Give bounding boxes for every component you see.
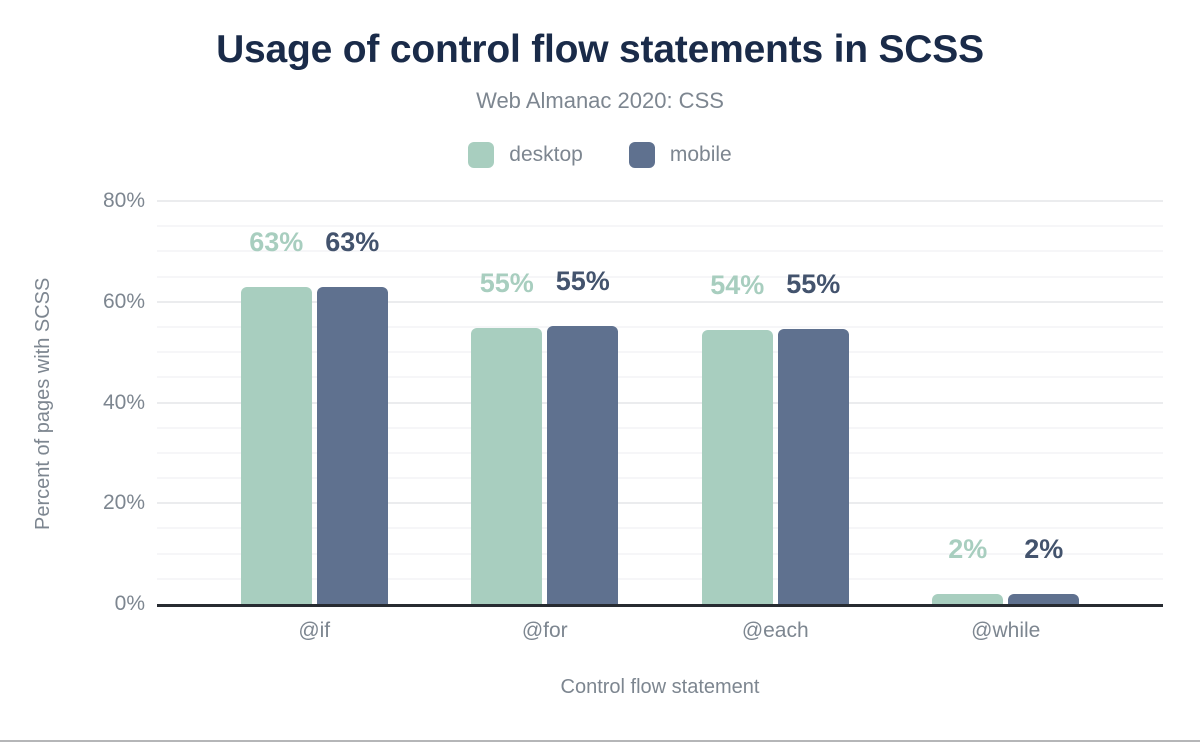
x-tick-label-while: @while — [971, 619, 1041, 642]
bar-column: 63% — [316, 226, 388, 604]
bar-column: 55% — [547, 266, 619, 604]
minor-gridline — [157, 225, 1163, 228]
data-label-desktop: 54% — [710, 269, 765, 300]
data-label-mobile: 63% — [325, 226, 380, 257]
bar-mobile-if[interactable] — [316, 286, 388, 604]
bar-column: 2% — [1008, 533, 1080, 604]
x-tick-label-for: @for — [521, 619, 568, 642]
y-tick-label: 60% — [102, 289, 145, 313]
legend-swatch-desktop — [468, 142, 495, 168]
minor-gridline — [157, 325, 1163, 328]
major-gridline — [157, 300, 1163, 303]
minor-gridline — [157, 527, 1163, 530]
bar-group-for: 55% 55% — [430, 201, 661, 604]
x-tick-label-each: @each — [741, 619, 809, 642]
bar-mobile-each[interactable] — [777, 329, 849, 604]
y-tick-label: 80% — [102, 189, 145, 212]
x-axis-line — [157, 604, 1163, 607]
chart-title: Usage of control flow statements in SCSS — [216, 28, 984, 71]
minor-gridline — [157, 451, 1163, 454]
bar-desktop-for[interactable] — [471, 327, 543, 604]
data-label-mobile: 2% — [1024, 533, 1064, 564]
bar-desktop-while[interactable] — [932, 593, 1004, 604]
legend-item-desktop[interactable]: desktop — [468, 142, 583, 168]
bar-mobile-for[interactable] — [547, 326, 619, 604]
legend-swatch-mobile — [628, 142, 655, 168]
y-tick-label: 40% — [102, 390, 145, 414]
legend-label: mobile — [669, 143, 732, 166]
minor-gridline — [157, 376, 1163, 379]
legend-label: desktop — [509, 143, 583, 166]
bar-column: 55% — [777, 269, 849, 604]
minor-gridline — [157, 577, 1163, 580]
data-label-desktop: 2% — [948, 533, 988, 564]
data-label-mobile: 55% — [555, 266, 610, 297]
chart-subtitle: Web Almanac 2020: CSS — [476, 88, 724, 113]
bars-row: 63% 63% 55% 55% 54% 55% 2% 2% — [157, 201, 1163, 604]
minor-gridline — [157, 552, 1163, 555]
bar-column: 63% — [240, 226, 312, 604]
x-axis-title: Control flow statement — [560, 676, 760, 698]
data-label-mobile: 55% — [786, 269, 841, 300]
plot-area: 63% 63% 55% 55% 54% 55% 2% 2% — [157, 200, 1163, 607]
legend-item-mobile[interactable]: mobile — [628, 142, 732, 168]
minor-gridline — [157, 250, 1163, 253]
x-tick-label-if: @if — [298, 619, 331, 642]
minor-gridline — [157, 426, 1163, 429]
x-axis-ticks: @if @for @each @while — [157, 619, 1163, 643]
y-tick-label: 20% — [102, 491, 145, 515]
major-gridline — [157, 401, 1163, 404]
y-tick-label: 0% — [114, 592, 145, 615]
major-gridline — [157, 200, 1163, 202]
data-label-desktop: 55% — [479, 267, 534, 298]
bar-column: 2% — [932, 533, 1004, 604]
bar-desktop-each[interactable] — [701, 329, 773, 604]
minor-gridline — [157, 275, 1163, 278]
minor-gridline — [157, 477, 1163, 480]
major-gridline — [157, 502, 1163, 505]
bar-mobile-while[interactable] — [1008, 593, 1080, 604]
bar-desktop-if[interactable] — [240, 286, 312, 604]
bar-column: 55% — [471, 267, 543, 604]
bar-group-if: 63% 63% — [199, 201, 430, 604]
y-axis-ticks: 0% 20% 40% 60% 80% — [0, 189, 145, 615]
bar-column: 54% — [701, 269, 773, 604]
data-label-desktop: 63% — [249, 226, 304, 257]
bar-group-each: 54% 55% — [660, 201, 891, 604]
bar-group-while: 2% 2% — [891, 201, 1122, 604]
minor-gridline — [157, 351, 1163, 354]
legend: desktop mobile — [0, 142, 1200, 168]
frame-bottom-border — [0, 740, 1200, 742]
